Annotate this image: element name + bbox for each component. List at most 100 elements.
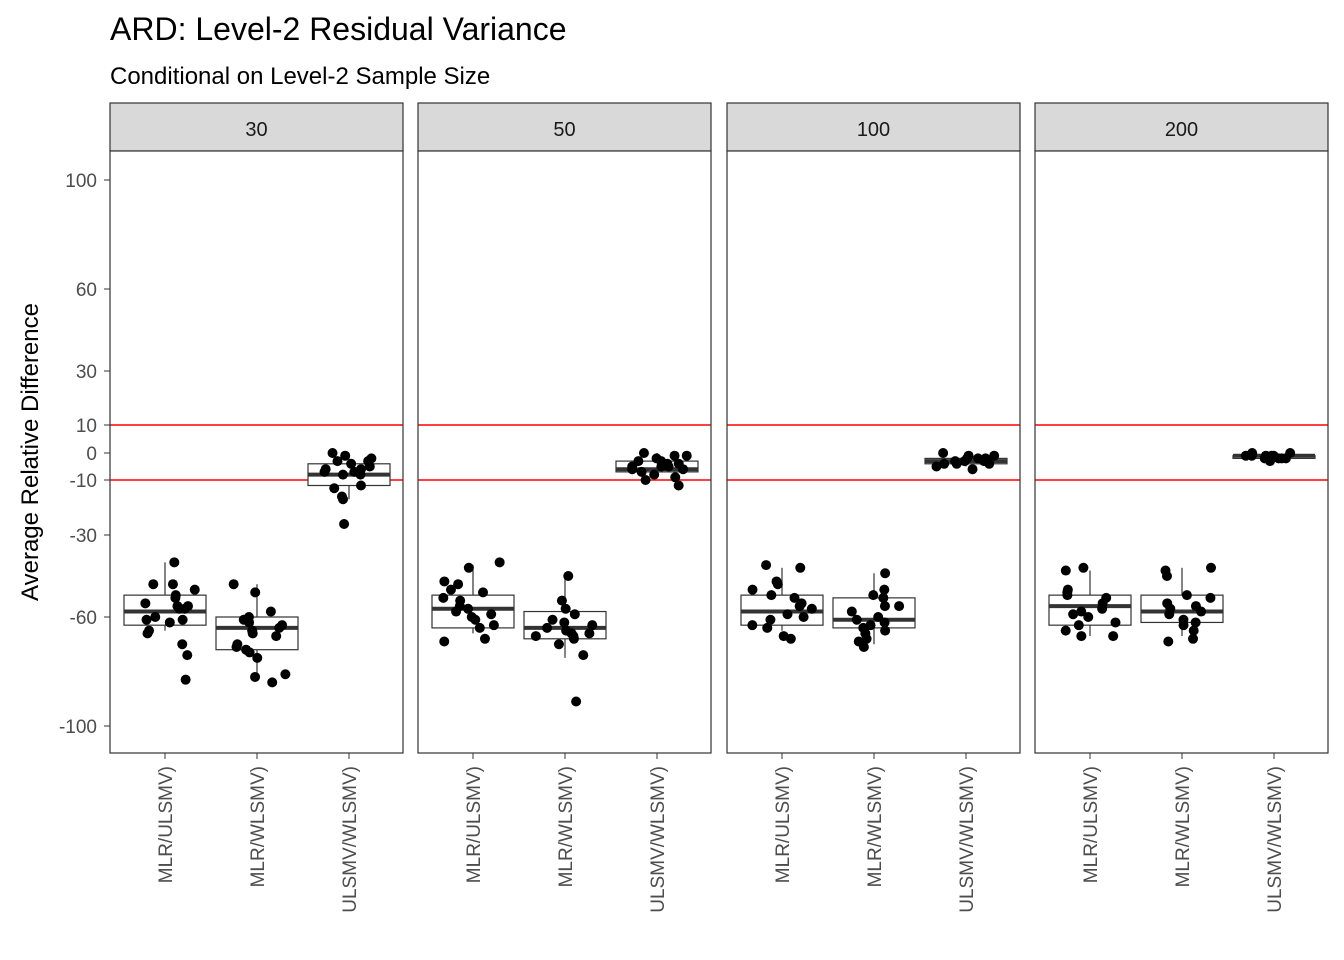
data-point <box>486 609 497 620</box>
data-point <box>894 601 905 612</box>
data-point <box>445 584 456 595</box>
data-point <box>1181 590 1192 601</box>
y-tick-label: -100 <box>59 717 97 738</box>
data-point <box>1163 636 1174 647</box>
data-point <box>789 592 800 603</box>
y-tick-label: -10 <box>70 471 97 492</box>
data-point <box>553 639 564 650</box>
data-point <box>938 448 949 458</box>
data-point <box>346 458 357 469</box>
data-point <box>879 601 890 612</box>
data-point <box>782 609 793 620</box>
boxplot <box>615 448 699 491</box>
data-point <box>169 557 180 568</box>
data-point <box>364 461 375 472</box>
data-point <box>858 641 869 652</box>
facet-panel: 30 MLR/ULSMV) MLR/WLSMV) ULSMV/WLSMV) <box>109 102 404 913</box>
facet-panel: 50 MLR/ULSMV) MLR/WLSMV) ULSMV/WLSMV) <box>417 102 712 913</box>
data-point <box>568 633 579 644</box>
data-point <box>340 450 351 461</box>
data-point <box>747 584 758 595</box>
data-point <box>463 603 474 614</box>
data-point <box>478 587 489 598</box>
data-point <box>627 464 638 475</box>
data-point <box>439 636 450 647</box>
data-point <box>1108 631 1119 642</box>
x-tick-label: MLR/WLSMV) <box>865 766 886 887</box>
data-point <box>765 614 776 625</box>
y-axis-label: Average Relative Difference <box>17 303 44 601</box>
data-point <box>861 633 872 644</box>
x-tick-label: MLR/WLSMV) <box>556 766 577 887</box>
data-point <box>640 475 651 485</box>
data-point <box>244 617 255 628</box>
data-point <box>931 461 942 472</box>
data-point <box>271 631 282 642</box>
data-point <box>244 647 255 658</box>
y-tick-label: 100 <box>65 171 97 192</box>
chart-subtitle: Conditional on Level-2 Sample Size <box>110 63 490 90</box>
data-point <box>141 614 152 625</box>
data-point <box>488 620 499 631</box>
data-point <box>747 620 758 631</box>
panel-border <box>1034 150 1329 754</box>
data-point <box>989 450 1000 461</box>
data-point <box>140 598 151 609</box>
data-point <box>559 617 570 628</box>
data-point <box>656 461 667 472</box>
panel-background <box>727 151 1020 753</box>
panel-border <box>109 150 404 754</box>
data-point <box>959 456 970 467</box>
data-point <box>332 456 343 467</box>
boxplot <box>215 579 299 688</box>
data-point <box>164 617 175 628</box>
data-point <box>880 568 891 579</box>
data-point <box>649 469 660 480</box>
data-point <box>772 579 783 590</box>
data-point <box>250 587 261 598</box>
data-point <box>1161 571 1172 581</box>
data-point <box>167 579 178 590</box>
data-point <box>879 617 890 628</box>
data-point <box>453 579 464 590</box>
data-point <box>494 557 505 568</box>
data-point <box>556 595 567 606</box>
data-point <box>951 458 962 469</box>
x-tick-label: MLR/WLSMV) <box>248 766 269 887</box>
y-tick-label: 60 <box>76 280 97 301</box>
data-point <box>762 622 773 633</box>
data-point <box>1078 562 1089 573</box>
data-point <box>265 606 276 617</box>
data-point <box>142 628 153 639</box>
y-tick-label: -30 <box>70 526 97 547</box>
data-point <box>1273 453 1284 464</box>
data-point <box>250 671 261 682</box>
data-point <box>967 464 978 475</box>
data-point <box>1062 590 1073 601</box>
data-point <box>1060 565 1071 576</box>
data-point <box>1205 592 1216 603</box>
data-point <box>636 466 647 477</box>
data-point <box>1164 609 1175 620</box>
data-point <box>878 592 889 603</box>
boxplot <box>740 560 824 644</box>
data-point <box>337 469 348 480</box>
data-point <box>669 450 680 461</box>
data-point <box>766 590 777 601</box>
data-point <box>355 480 366 491</box>
data-point <box>584 628 595 639</box>
data-point <box>274 622 285 633</box>
panel-border <box>726 150 1021 754</box>
data-point <box>663 461 674 472</box>
data-point <box>247 628 258 639</box>
data-point <box>1188 633 1199 644</box>
facet-label: 200 <box>1165 119 1198 141</box>
boxplot <box>924 448 1008 475</box>
data-point <box>879 584 890 595</box>
data-point <box>438 592 449 603</box>
data-point <box>798 612 809 622</box>
data-point <box>355 469 366 480</box>
data-point <box>177 639 188 650</box>
data-point <box>681 450 692 461</box>
